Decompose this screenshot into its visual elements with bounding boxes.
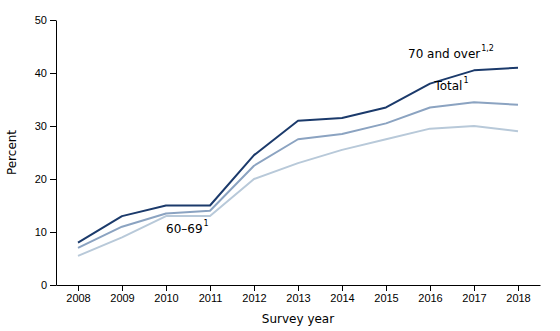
series-line <box>78 68 518 243</box>
x-tick-label: 2014 <box>330 292 354 304</box>
x-tick: 2014 <box>330 285 354 304</box>
y-tick-label: 50 <box>35 14 47 26</box>
y-tick-label: 10 <box>35 226 47 238</box>
y-tick-mark <box>50 126 56 127</box>
x-tick: 2012 <box>242 285 266 304</box>
y-tick: 40 <box>35 67 56 79</box>
y-tick: 0 <box>41 279 56 291</box>
y-tick: 20 <box>35 173 56 185</box>
x-tick-mark <box>166 285 167 291</box>
x-tick-label: 2013 <box>286 292 310 304</box>
x-tick-mark <box>386 285 387 291</box>
x-tick-label: 2008 <box>66 292 90 304</box>
x-tick-mark <box>254 285 255 291</box>
y-tick: 10 <box>35 226 56 238</box>
chart: 2008200920102011201220132014201520162017… <box>0 0 560 331</box>
x-tick-label: 2015 <box>374 292 398 304</box>
x-tick-mark <box>342 285 343 291</box>
x-tick: 2010 <box>154 285 178 304</box>
annotation-superscript: 1 <box>204 219 209 228</box>
x-axis-title: Survey year <box>262 312 334 326</box>
x-tick-mark <box>518 285 519 291</box>
annotation: 70 and over <box>408 47 480 61</box>
x-tick-label: 2018 <box>506 292 530 304</box>
y-tick-mark <box>50 232 56 233</box>
lines <box>78 68 518 256</box>
annotation: 60–69 <box>166 222 203 236</box>
x-tick-mark <box>298 285 299 291</box>
y-axis-title: Percent <box>5 130 19 175</box>
x-tick-label: 2012 <box>242 292 266 304</box>
y-tick: 50 <box>35 14 56 26</box>
x-tick: 2011 <box>199 285 223 304</box>
annotations: 70 and over1,2Total160–691 <box>166 44 494 236</box>
y-tick-mark <box>50 20 56 21</box>
x-tick: 2009 <box>110 285 134 304</box>
annotation: Total <box>433 79 462 93</box>
y-tick-label: 30 <box>35 120 47 132</box>
x-tick-label: 2017 <box>462 292 486 304</box>
x-tick: 2015 <box>374 285 398 304</box>
y-tick-mark <box>50 285 56 286</box>
y-tick-label: 20 <box>35 173 47 185</box>
x-tick-mark <box>474 285 475 291</box>
x-tick-label: 2016 <box>418 292 442 304</box>
plot: 2008200920102011201220132014201520162017… <box>35 14 541 304</box>
x-tick-mark <box>430 285 431 291</box>
x-tick-label: 2010 <box>154 292 178 304</box>
y-tick-mark <box>50 73 56 74</box>
y-tick-mark <box>50 179 56 180</box>
series-line <box>78 126 518 256</box>
y-axis-line <box>56 21 57 286</box>
x-tick-mark <box>122 285 123 291</box>
y-tick-label: 0 <box>41 279 47 291</box>
y-axis: 0 10 20 30 40 50 <box>35 14 57 291</box>
annotation-superscript: 1 <box>463 76 468 85</box>
x-tick-mark <box>78 285 79 291</box>
x-tick-label: 2009 <box>110 292 134 304</box>
x-tick-label: 2011 <box>199 292 223 304</box>
x-tick: 2016 <box>418 285 442 304</box>
y-tick-label: 40 <box>35 67 47 79</box>
annotation-superscript: 1,2 <box>481 44 494 53</box>
x-axis: 2008 2009 2010 2011 2012 2013 2014 2015 2016 2017… <box>57 285 541 304</box>
x-tick: 2013 <box>286 285 310 304</box>
x-tick: 2018 <box>506 285 530 304</box>
x-tick: 2017 <box>462 285 486 304</box>
y-tick: 30 <box>35 120 56 132</box>
x-tick-mark <box>210 285 211 291</box>
x-tick: 2008 <box>66 285 90 304</box>
